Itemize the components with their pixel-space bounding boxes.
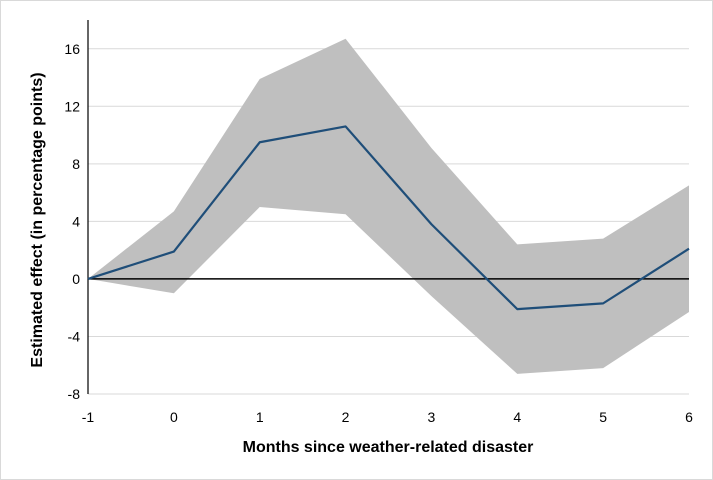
axes bbox=[87, 20, 689, 394]
y-tick-label: 0 bbox=[72, 271, 80, 287]
x-tick-label: 3 bbox=[428, 409, 436, 425]
series-line bbox=[87, 125, 690, 311]
y-tick-labels: -8 -4 0 4 8 12 16 bbox=[64, 41, 80, 402]
x-tick-label: 2 bbox=[342, 409, 350, 425]
x-tick-label: 6 bbox=[685, 409, 693, 425]
x-tick-label: -1 bbox=[82, 409, 95, 425]
y-tick-label: 16 bbox=[64, 41, 80, 57]
y-tick-label: 12 bbox=[64, 98, 80, 114]
confidence-band bbox=[88, 38, 689, 374]
y-axis-title: Estimated effect (in percentage points) bbox=[29, 72, 46, 367]
x-tick-label: 0 bbox=[170, 409, 178, 425]
y-tick-label: -8 bbox=[68, 386, 81, 402]
y-tick-label: 8 bbox=[72, 156, 80, 172]
y-tick-label: -4 bbox=[68, 328, 81, 344]
x-tick-label: 5 bbox=[599, 409, 607, 425]
x-tick-label: 4 bbox=[513, 409, 521, 425]
confidence-band-layer bbox=[88, 38, 689, 374]
x-tick-label: 1 bbox=[256, 409, 264, 425]
y-tick-label: 4 bbox=[72, 213, 80, 229]
x-tick-labels: -1 0 1 2 3 4 5 6 bbox=[82, 409, 693, 425]
series-line-layer bbox=[87, 125, 690, 311]
x-axis-title: Months since weather-related disaster bbox=[243, 439, 534, 456]
